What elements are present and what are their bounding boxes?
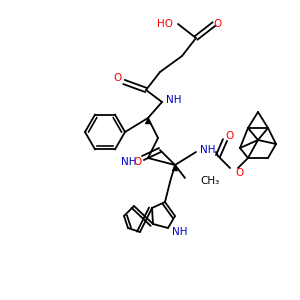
Text: NH: NH	[166, 95, 182, 105]
Text: O: O	[114, 73, 122, 83]
Text: CH₃: CH₃	[200, 176, 219, 186]
Text: NH: NH	[172, 227, 188, 237]
Text: HO: HO	[157, 19, 173, 29]
Text: O: O	[235, 168, 243, 178]
Text: NH: NH	[121, 157, 136, 167]
Text: O: O	[214, 19, 222, 29]
Polygon shape	[145, 118, 151, 124]
Text: NH: NH	[200, 145, 216, 155]
Polygon shape	[172, 165, 178, 171]
Text: O: O	[225, 131, 233, 141]
Text: O: O	[133, 157, 141, 167]
